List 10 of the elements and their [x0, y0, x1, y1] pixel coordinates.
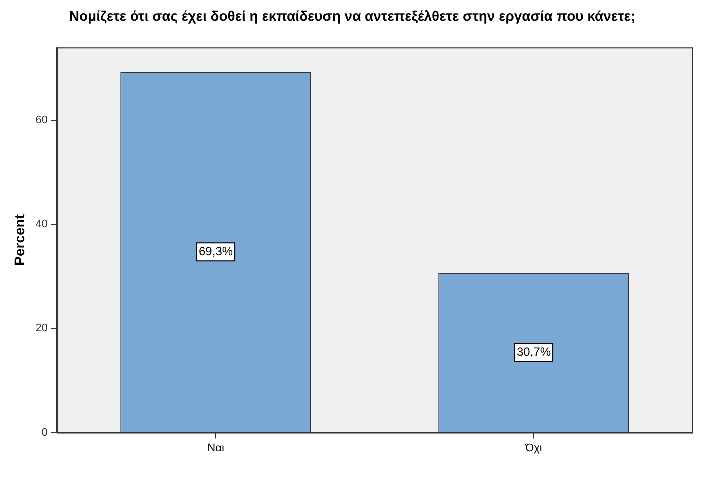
y-tick-label: 60	[36, 114, 48, 127]
x-tick-label: Όχι	[524, 442, 543, 454]
y-tick-label: 0	[42, 426, 48, 439]
y-tick-label: 40	[36, 218, 48, 231]
y-axis-title: Percent	[11, 214, 28, 266]
x-tick-label: Ναι	[208, 442, 225, 454]
y-tick-label: 20	[36, 322, 48, 335]
chart-title: Νομίζετε ότι σας έχει δοθεί η εκπαίδευση να αντεπεξέλθετε στην εργασία που κάνετε;	[68, 8, 637, 24]
data-label: 69,3%	[199, 244, 234, 258]
data-label: 30,7%	[516, 344, 552, 359]
